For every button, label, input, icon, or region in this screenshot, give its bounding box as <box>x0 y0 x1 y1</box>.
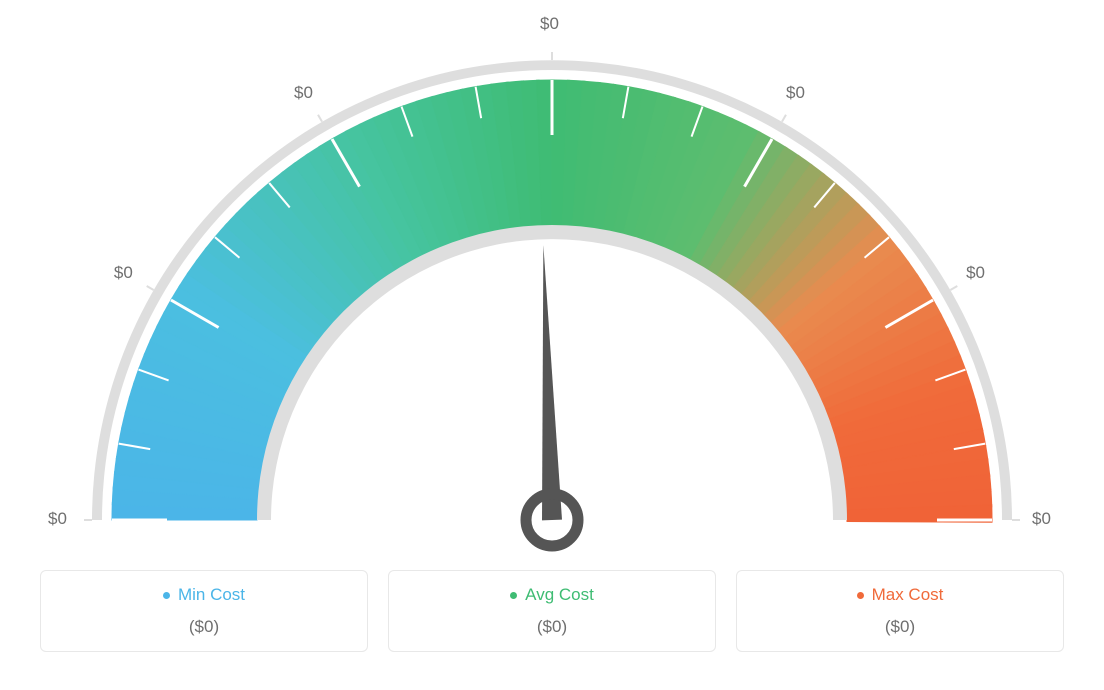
gauge-cost-chart: { "gauge": { "type": "gauge", "center_x"… <box>0 0 1104 690</box>
gauge-scale-label: $0 <box>1032 509 1051 529</box>
dot-icon <box>510 592 517 599</box>
legend-row: Min Cost ($0) Avg Cost ($0) Max Cost ($0… <box>40 570 1064 652</box>
legend-title-max: Max Cost <box>857 585 944 605</box>
dot-icon <box>857 592 864 599</box>
gauge-scale-label: $0 <box>966 263 985 283</box>
legend-card-avg: Avg Cost ($0) <box>388 570 716 652</box>
legend-card-max: Max Cost ($0) <box>736 570 1064 652</box>
gauge-scale-label: $0 <box>48 509 67 529</box>
gauge-scale-label: $0 <box>114 263 133 283</box>
legend-value: ($0) <box>737 617 1063 637</box>
gauge-scale-label: $0 <box>786 83 805 103</box>
legend-value: ($0) <box>41 617 367 637</box>
dot-icon <box>163 592 170 599</box>
gauge-area <box>0 0 1104 560</box>
gauge-scale-label: $0 <box>294 83 313 103</box>
legend-title-avg: Avg Cost <box>510 585 594 605</box>
gauge-scale-label: $0 <box>540 14 559 34</box>
legend-value: ($0) <box>389 617 715 637</box>
legend-title-min: Min Cost <box>163 585 245 605</box>
legend-label: Max Cost <box>872 585 944 605</box>
gauge-svg <box>0 0 1104 560</box>
legend-label: Avg Cost <box>525 585 594 605</box>
legend-label: Min Cost <box>178 585 245 605</box>
legend-card-min: Min Cost ($0) <box>40 570 368 652</box>
